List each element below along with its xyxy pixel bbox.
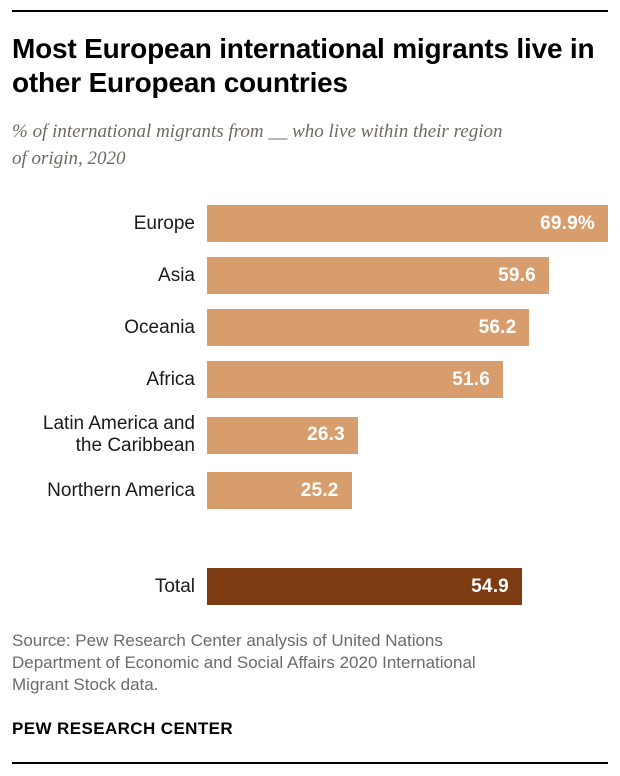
bar: 69.9% [207,205,608,242]
bar: 56.2 [207,309,530,346]
brand-footer: PEW RESEARCH CENTER [12,719,234,738]
chart-subtitle: % of international migrants from __ who … [12,121,503,169]
bar-track: 69.9% [207,205,608,242]
bar-label: Africa [146,368,195,390]
bar-label: Oceania [124,316,195,338]
bar-value-label: 26.3 [307,424,345,445]
bar-label: Total [154,575,195,597]
bar-track: 56.2 [207,309,608,346]
bar-value-label: 56.2 [478,316,517,338]
bar-label: Northern America [47,479,195,501]
bar-row: Africa 51.6 [12,361,608,398]
bar-track: 59.6 [207,257,608,294]
bottom-rule [12,762,608,764]
bar-value-label: 69.9% [540,212,595,234]
bar-track: 25.2 [207,472,608,509]
bar-row: Latin America and the Caribbean 26.3 [12,413,608,457]
bar-row: Europe 69.9% [12,205,608,242]
bar-track: 26.3 [207,416,608,454]
bar-chart: Europe 69.9% Asia 59.6 Oceania 56.2 [12,205,608,605]
bar-row-total: Total 54.9 [12,568,608,605]
source-note: Source: Pew Research Center analysis of … [12,631,476,694]
bar: 54.9 [207,568,522,605]
bar-value-label: 25.2 [300,479,339,501]
bar-value-label: 54.9 [471,575,509,597]
bar-label: Europe [133,212,195,234]
bar-row: Northern America 25.2 [12,472,608,509]
bar-label: Latin America and the Caribbean [42,413,195,456]
top-rule [12,10,608,12]
bar: 59.6 [207,257,549,294]
bar-value-label: 51.6 [452,368,491,390]
bar-row: Asia 59.6 [12,257,608,294]
bar: 51.6 [207,361,504,398]
bar-label: Asia [158,264,195,286]
bar-track: 54.9 [207,568,608,605]
bar-row: Oceania 56.2 [12,309,608,346]
page-title: Most European international migrants liv… [12,33,595,98]
bar-track: 51.6 [207,361,608,398]
bar-value-label: 59.6 [498,264,536,286]
bar: 26.3 [207,416,358,454]
bar: 25.2 [207,472,352,509]
